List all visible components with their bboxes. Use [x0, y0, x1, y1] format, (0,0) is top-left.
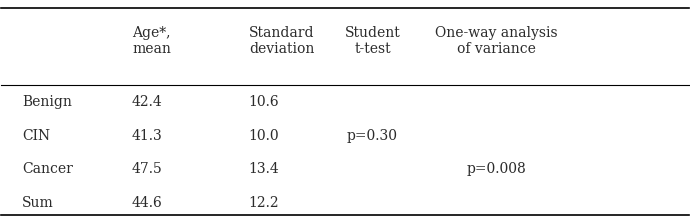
Text: 42.4: 42.4	[132, 95, 163, 109]
Text: p=0.30: p=0.30	[347, 129, 398, 143]
Text: Sum: Sum	[22, 196, 54, 210]
Text: 12.2: 12.2	[249, 196, 279, 210]
Text: Age*,
mean: Age*, mean	[132, 26, 171, 56]
Text: Student
t-test: Student t-test	[344, 26, 400, 56]
Text: 44.6: 44.6	[132, 196, 163, 210]
Text: 41.3: 41.3	[132, 129, 163, 143]
Text: Benign: Benign	[22, 95, 72, 109]
Text: 47.5: 47.5	[132, 162, 163, 176]
Text: Cancer: Cancer	[22, 162, 73, 176]
Text: 10.0: 10.0	[249, 129, 279, 143]
Text: 13.4: 13.4	[249, 162, 279, 176]
Text: Standard
deviation: Standard deviation	[249, 26, 314, 56]
Text: p=0.008: p=0.008	[466, 162, 526, 176]
Text: One-way analysis
of variance: One-way analysis of variance	[435, 26, 558, 56]
Text: 10.6: 10.6	[249, 95, 279, 109]
Text: CIN: CIN	[22, 129, 50, 143]
